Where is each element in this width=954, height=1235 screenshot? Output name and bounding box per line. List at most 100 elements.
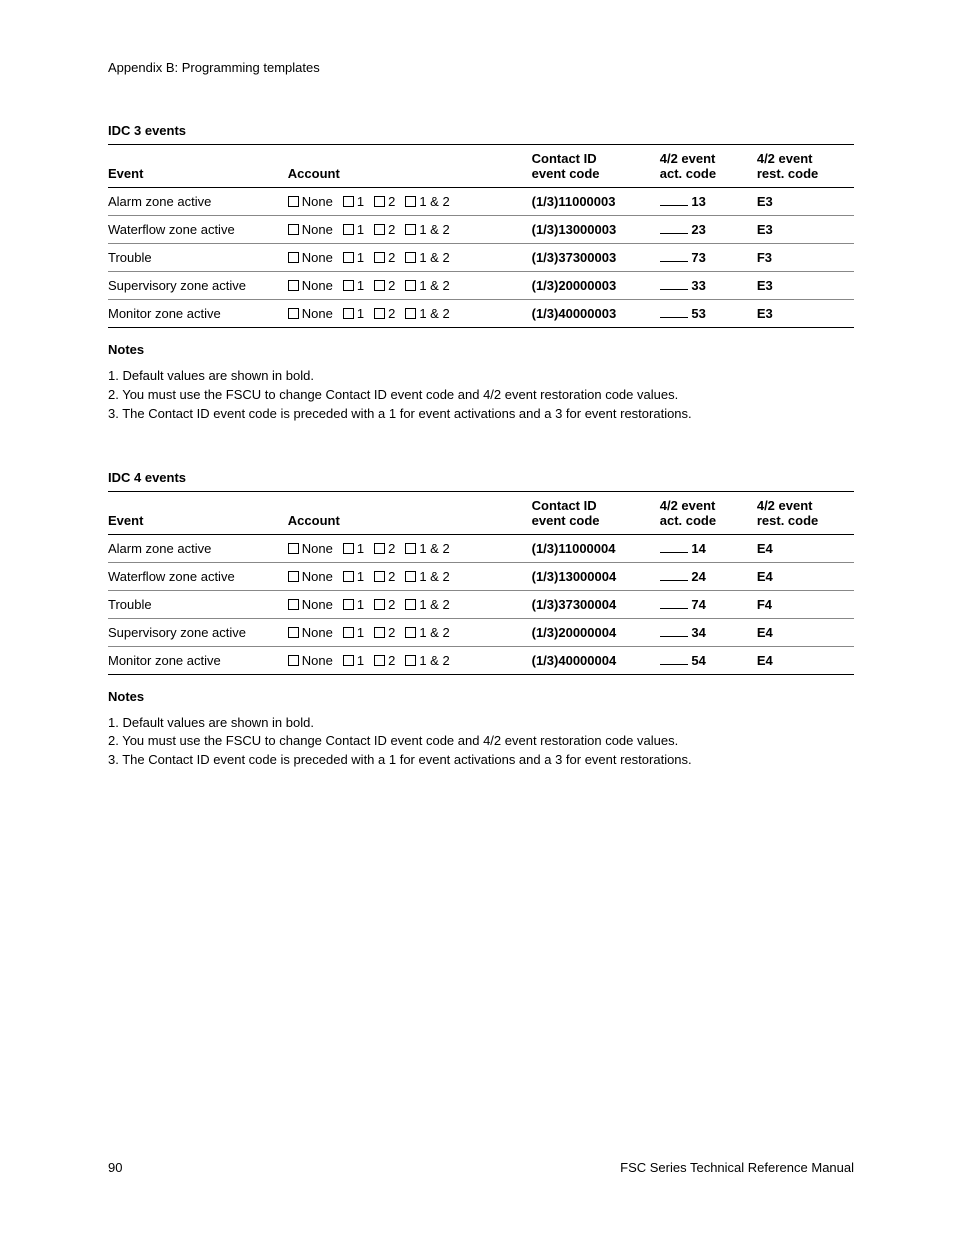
blank-line <box>660 664 688 665</box>
account-option: 1 & 2 <box>405 541 449 556</box>
events-table: Event Account Contact IDevent code 4/2 e… <box>108 491 854 675</box>
col-act-code: 4/2 eventact. code <box>660 145 757 188</box>
notes-title: Notes <box>108 689 854 704</box>
checkbox-icon <box>405 224 416 235</box>
checkbox-icon <box>405 543 416 554</box>
cell-event: Alarm zone active <box>108 534 288 562</box>
checkbox-icon <box>343 543 354 554</box>
cell-rest-code: E3 <box>757 300 854 328</box>
checkbox-icon <box>288 308 299 319</box>
checkbox-icon <box>374 224 385 235</box>
account-option: 1 & 2 <box>405 222 449 237</box>
cell-account: None121 & 2 <box>288 216 532 244</box>
events-section: IDC 4 events Event Account Contact IDeve… <box>108 470 854 771</box>
cell-act-code: 34 <box>660 618 757 646</box>
cell-act-code: 73 <box>660 244 757 272</box>
cell-act-code: 23 <box>660 216 757 244</box>
blank-line <box>660 580 688 581</box>
checkbox-icon <box>374 280 385 291</box>
cell-event: Trouble <box>108 244 288 272</box>
page-number: 90 <box>108 1160 122 1175</box>
notes-list: 1. Default values are shown in bold.2. Y… <box>108 367 854 424</box>
account-option: 2 <box>374 222 395 237</box>
blank-line <box>660 317 688 318</box>
cell-event: Trouble <box>108 590 288 618</box>
checkbox-icon <box>374 308 385 319</box>
cell-event: Waterflow zone active <box>108 562 288 590</box>
table-row: Waterflow zone active None121 & 2 (1/3)1… <box>108 562 854 590</box>
checkbox-icon <box>374 627 385 638</box>
blank-line <box>660 233 688 234</box>
cell-event: Alarm zone active <box>108 188 288 216</box>
blank-line <box>660 608 688 609</box>
cell-account: None121 & 2 <box>288 646 532 674</box>
blank-line <box>660 636 688 637</box>
checkbox-icon <box>405 627 416 638</box>
cell-account: None 12 1 & 2 <box>288 188 532 216</box>
checkbox-icon <box>343 196 354 207</box>
cell-act-code: 74 <box>660 590 757 618</box>
cell-account: None121 & 2 <box>288 300 532 328</box>
account-option: 1 & 2 <box>405 194 449 209</box>
account-option: 2 <box>374 306 395 321</box>
cell-event: Waterflow zone active <box>108 216 288 244</box>
checkbox-icon <box>288 224 299 235</box>
checkbox-icon <box>343 627 354 638</box>
cell-rest-code: E3 <box>757 188 854 216</box>
cell-rest-code: F3 <box>757 244 854 272</box>
checkbox-icon <box>288 280 299 291</box>
cell-act-code: 24 <box>660 562 757 590</box>
account-option: None <box>288 250 333 265</box>
cell-rest-code: E4 <box>757 618 854 646</box>
cell-event: Monitor zone active <box>108 300 288 328</box>
table-row: Monitor zone active None121 & 2 (1/3)400… <box>108 646 854 674</box>
cell-rest-code: E4 <box>757 562 854 590</box>
checkbox-icon <box>374 196 385 207</box>
cell-rest-code: E4 <box>757 534 854 562</box>
checkbox-icon <box>374 252 385 263</box>
account-option: None <box>288 222 333 237</box>
blank-line <box>660 205 688 206</box>
cell-act-code: 13 <box>660 188 757 216</box>
cell-contact-id: (1/3)13000004 <box>532 562 660 590</box>
cell-account: None121 & 2 <box>288 590 532 618</box>
checkbox-icon <box>405 655 416 666</box>
account-option: None <box>288 569 333 584</box>
events-table: Event Account Contact IDevent code 4/2 e… <box>108 144 854 328</box>
account-option: 2 <box>374 278 395 293</box>
note-item: 1. Default values are shown in bold. <box>108 367 854 386</box>
cell-act-code: 14 <box>660 534 757 562</box>
table-header-row: Event Account Contact IDevent code 4/2 e… <box>108 491 854 534</box>
cell-contact-id: (1/3)11000003 <box>532 188 660 216</box>
checkbox-icon <box>374 543 385 554</box>
checkbox-icon <box>343 599 354 610</box>
cell-rest-code: E3 <box>757 272 854 300</box>
checkbox-icon <box>374 655 385 666</box>
account-option: 1 <box>343 569 364 584</box>
table-header-row: Event Account Contact IDevent code 4/2 e… <box>108 145 854 188</box>
account-option: 1 <box>343 194 364 209</box>
note-item: 2. You must use the FSCU to change Conta… <box>108 732 854 751</box>
note-item: 3. The Contact ID event code is preceded… <box>108 751 854 770</box>
events-section: IDC 3 events Event Account Contact IDeve… <box>108 123 854 424</box>
notes-title: Notes <box>108 342 854 357</box>
cell-contact-id: (1/3)37300004 <box>532 590 660 618</box>
cell-act-code: 53 <box>660 300 757 328</box>
account-option: 2 <box>374 194 395 209</box>
account-option: 1 <box>343 250 364 265</box>
checkbox-icon <box>343 655 354 666</box>
account-option: None <box>288 194 333 209</box>
account-option: 1 <box>343 597 364 612</box>
cell-event: Monitor zone active <box>108 646 288 674</box>
account-option: 1 & 2 <box>405 306 449 321</box>
checkbox-icon <box>288 196 299 207</box>
checkbox-icon <box>288 655 299 666</box>
cell-account: None121 & 2 <box>288 244 532 272</box>
checkbox-icon <box>405 280 416 291</box>
cell-rest-code: E3 <box>757 216 854 244</box>
col-event: Event <box>108 491 288 534</box>
cell-rest-code: E4 <box>757 646 854 674</box>
table-row: Trouble None121 & 2 (1/3)37300004 74 F4 <box>108 590 854 618</box>
checkbox-icon <box>343 224 354 235</box>
account-option: None <box>288 597 333 612</box>
